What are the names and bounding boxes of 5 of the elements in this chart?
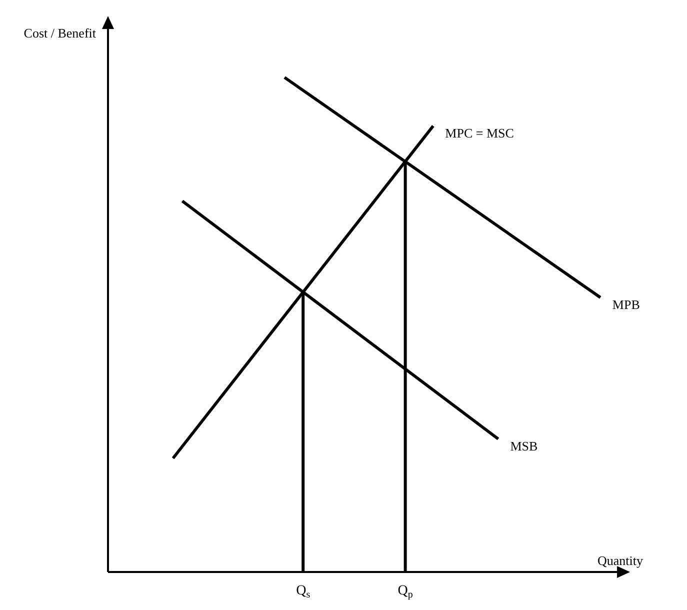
series-label: MPB — [612, 296, 640, 312]
series-label: MPC = MSC — [445, 125, 514, 140]
y-axis-title: Cost / Benefit — [24, 25, 96, 40]
series-label: MSB — [510, 438, 538, 454]
x-axis-title: Quantity — [598, 552, 644, 568]
